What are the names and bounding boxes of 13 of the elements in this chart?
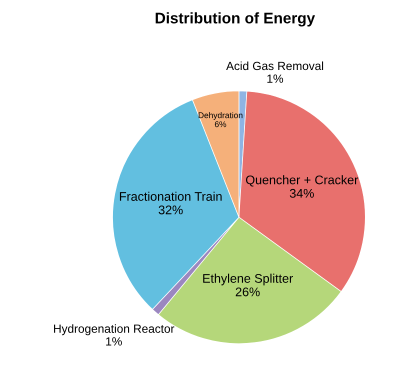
slice-label: Ethylene Splitter xyxy=(203,274,293,286)
data-label: 32% xyxy=(158,205,183,214)
data-label: 6% xyxy=(214,121,226,128)
slice-label: Hydrogenation Reactor xyxy=(54,324,174,336)
slice-label: Fractionation Train xyxy=(120,192,222,201)
data-label: 1% xyxy=(106,337,122,346)
chart-title: Distribution of Energy xyxy=(156,12,316,27)
slice-label: Acid Gas Removal xyxy=(226,61,324,70)
data-label: 34% xyxy=(290,188,314,198)
slice-label: Dehydration xyxy=(198,112,242,120)
slice-label: Quencher + Cracker xyxy=(246,175,358,187)
data-label: 1% xyxy=(267,74,284,83)
data-label: 26% xyxy=(236,287,260,296)
